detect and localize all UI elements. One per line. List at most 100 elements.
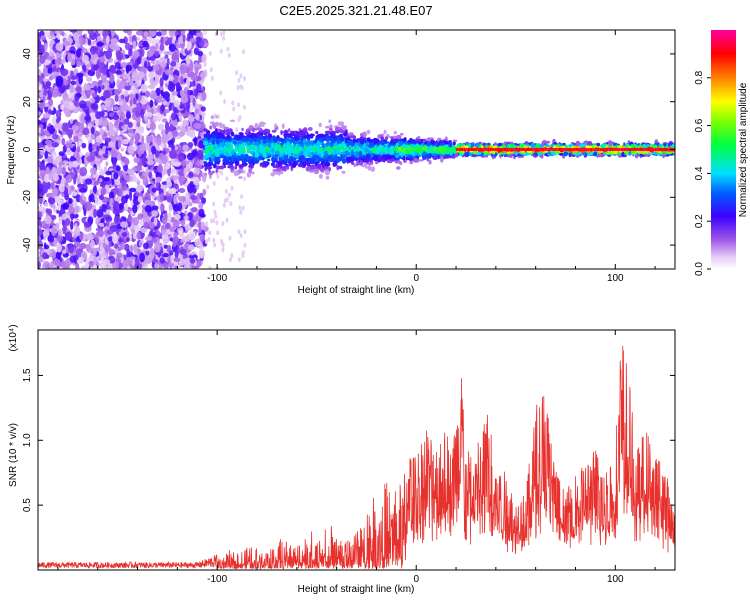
noise-cell — [148, 171, 152, 179]
noise-cell — [170, 168, 176, 175]
noise-cell — [179, 177, 183, 187]
noise-cell — [158, 264, 164, 269]
noise-cell — [198, 227, 203, 234]
noise-cell — [100, 72, 107, 83]
noise-cell — [189, 219, 195, 228]
noise-cell — [137, 196, 143, 203]
noise-cell — [188, 129, 196, 138]
noise-cell — [42, 252, 48, 260]
noise-cell — [163, 237, 168, 245]
noise-cell — [173, 161, 181, 167]
noise-cell — [189, 258, 196, 264]
noise-cell — [92, 185, 97, 194]
noise-cell — [242, 49, 245, 55]
noise-cell — [115, 165, 121, 172]
noise-cell — [117, 152, 121, 161]
noise-cell — [136, 231, 141, 240]
noise-cell — [237, 102, 240, 108]
noise-cell — [149, 30, 157, 37]
noise-cell — [173, 257, 181, 263]
noise-cell — [68, 90, 77, 101]
noise-cell — [82, 127, 90, 136]
signal-cell — [215, 168, 218, 173]
noise-cell — [134, 248, 139, 255]
noise-cell — [194, 66, 199, 75]
noise-cell — [55, 42, 64, 52]
noise-cell — [122, 179, 127, 187]
noise-cell — [185, 192, 190, 202]
noise-cell — [198, 54, 203, 64]
noise-cell — [76, 60, 81, 68]
noise-cell — [91, 174, 100, 179]
noise-cell — [169, 150, 175, 159]
noise-cell — [238, 115, 242, 120]
noise-cell — [73, 135, 79, 143]
noise-cell — [99, 168, 105, 176]
noise-cell — [90, 134, 96, 141]
noise-cell — [64, 181, 68, 187]
noise-cell — [235, 127, 239, 133]
noise-cell — [120, 147, 125, 152]
noise-cell — [73, 108, 78, 114]
noise-cell — [137, 56, 142, 65]
noise-cell — [163, 149, 167, 156]
noise-cell — [118, 202, 125, 210]
noise-cell — [167, 84, 173, 91]
noise-cell — [196, 149, 204, 159]
noise-cell — [187, 114, 194, 123]
noise-cell — [154, 262, 159, 269]
noise-cell — [115, 70, 122, 75]
noise-cell — [38, 205, 44, 211]
noise-cell — [229, 201, 233, 207]
noise-cell — [180, 248, 187, 256]
noise-cell — [203, 61, 208, 68]
noise-cell — [113, 172, 119, 180]
noise-cell — [116, 51, 124, 61]
noise-cell — [237, 229, 241, 235]
noise-cell — [120, 111, 125, 122]
noise-cell — [182, 236, 189, 242]
noise-cell — [188, 202, 193, 207]
noise-cell — [83, 84, 91, 91]
noise-cell — [47, 235, 55, 243]
noise-cell — [173, 220, 180, 229]
noise-cell — [127, 214, 132, 223]
noise-cell — [79, 166, 88, 177]
noise-cell — [225, 176, 229, 182]
noise-cell — [87, 38, 92, 46]
noise-cell — [169, 93, 176, 104]
noise-cell — [144, 199, 152, 206]
noise-cell — [161, 216, 168, 225]
noise-cell — [149, 221, 155, 229]
noise-cell — [161, 118, 168, 123]
noise-cell — [153, 64, 160, 71]
noise-cell — [188, 161, 193, 170]
noise-cell — [212, 218, 216, 224]
noise-cell — [198, 249, 205, 259]
noise-cell — [107, 236, 113, 242]
noise-cell — [147, 153, 154, 163]
noise-cell — [39, 194, 43, 205]
noise-cell — [147, 84, 156, 90]
noise-cell — [40, 169, 46, 178]
noise-cell — [60, 104, 65, 111]
noise-cell — [79, 242, 87, 250]
noise-cell — [81, 142, 87, 149]
signal-cell — [325, 125, 330, 129]
noise-cell — [220, 170, 223, 176]
noise-cell — [241, 205, 245, 211]
noise-cell — [192, 97, 196, 107]
noise-cell — [165, 163, 171, 170]
noise-cell — [123, 157, 129, 165]
noise-cell — [142, 176, 149, 187]
noise-cell — [86, 76, 93, 82]
noise-cell — [199, 131, 205, 137]
noise-cell — [123, 163, 128, 172]
noise-cell — [125, 174, 131, 183]
noise-cell — [79, 195, 83, 202]
noise-cell — [165, 177, 171, 183]
noise-cell — [147, 65, 154, 72]
noise-cell — [179, 104, 185, 109]
noise-cell — [222, 202, 226, 208]
noise-cell — [181, 161, 187, 167]
